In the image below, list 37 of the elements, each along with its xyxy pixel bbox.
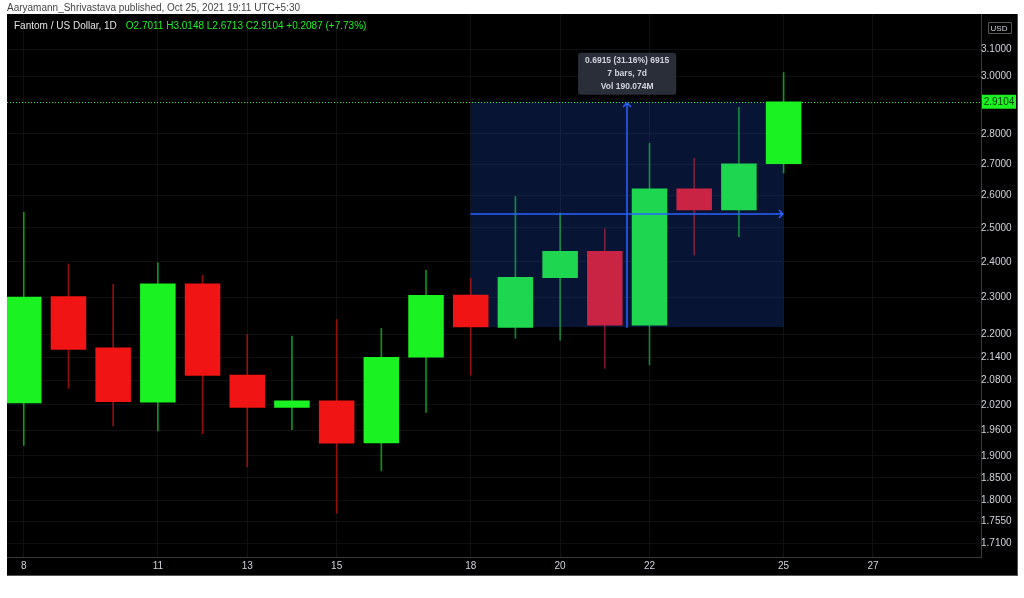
y-tick-label: 3.1000 xyxy=(981,43,1013,55)
x-tick-label: 22 xyxy=(643,559,656,571)
y-tick-label: 2.7000 xyxy=(981,157,1013,169)
y-tick-label: 2.8000 xyxy=(981,127,1013,139)
text: Aaryamann_Shrivastava published, Oct 25, 2021 19:11 UTC+5:30 xyxy=(7,2,301,13)
x-tick-label: 18 xyxy=(465,559,477,571)
x-tick-label: 25 xyxy=(778,559,790,571)
y-tick-label: 1.7550 xyxy=(981,515,1013,527)
y-tick-label: 1.8500 xyxy=(981,471,1013,483)
y-tick-label: 2.6000 xyxy=(981,189,1013,201)
x-tick-label: 11 xyxy=(152,559,164,571)
y-tick-label: 1.9000 xyxy=(981,449,1013,461)
ref-line-label: 2.9104 xyxy=(983,96,1015,108)
candlestick xyxy=(676,157,712,256)
x-tick-label: 27 xyxy=(867,559,879,571)
x-tick-label: 13 xyxy=(241,559,254,571)
y-tick-label: 2.0200 xyxy=(981,398,1013,410)
y-tick-label: 1.8000 xyxy=(981,494,1013,506)
candlestick xyxy=(542,212,578,341)
y-tick-label: 2.4000 xyxy=(981,255,1013,267)
candlestick xyxy=(274,335,310,430)
y-tick-label: 3.0000 xyxy=(981,70,1013,82)
y-tick-label: 1.9600 xyxy=(981,423,1013,435)
y-tick-label: 2.0800 xyxy=(981,374,1013,386)
text: O2.7011 H3.0148 L2.6713 C2.9104 +0.2087 (+7.73%) xyxy=(125,20,367,32)
y-tick-label: 2.5000 xyxy=(981,221,1013,233)
y-tick-label: 2.1400 xyxy=(981,350,1013,362)
x-tick-label: 20 xyxy=(554,559,567,571)
y-tick-label: 2.3000 xyxy=(981,290,1013,302)
band-label: 0.6915 (31.16%) 6915 7 bars, 7d Vol 190.074M xyxy=(585,55,670,92)
y-axis-title: USD xyxy=(990,23,1008,33)
x-tick-label: 8 xyxy=(20,559,27,571)
x-tick-label: 15 xyxy=(331,559,343,571)
y-tick-label: 1.7100 xyxy=(981,537,1013,549)
y-tick-label: 2.2000 xyxy=(981,327,1013,339)
text: Fantom / US Dollar, 1D xyxy=(14,20,117,32)
candlestick xyxy=(229,334,265,468)
